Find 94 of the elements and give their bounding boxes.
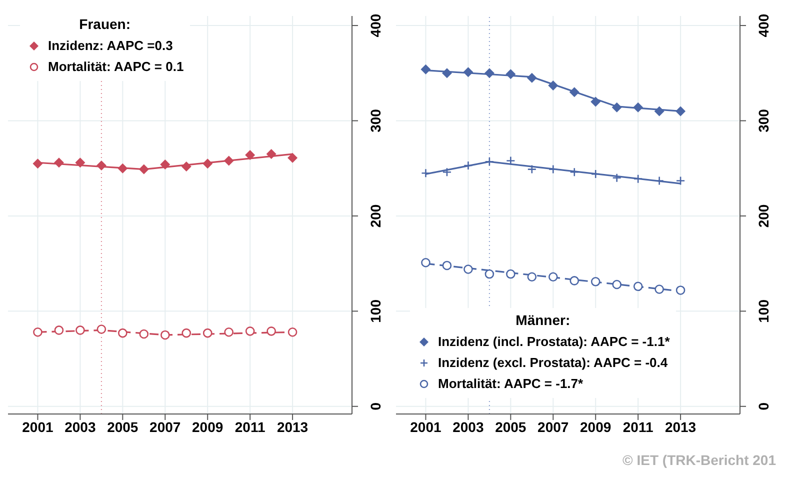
point	[570, 168, 580, 177]
legend-label: Mortalität: AAPC = 0.1	[48, 59, 184, 74]
y-tick-label: 100	[755, 299, 772, 323]
point	[548, 272, 558, 282]
x-tick-label: 2001	[22, 418, 54, 435]
point	[442, 68, 452, 78]
point	[54, 158, 64, 168]
point	[160, 160, 170, 170]
point	[654, 106, 664, 116]
y-tick-label: 300	[367, 108, 384, 132]
point	[96, 160, 106, 170]
point	[633, 282, 643, 292]
point	[54, 326, 64, 335]
point	[160, 330, 170, 340]
x-tick-label: 2013	[664, 418, 696, 435]
point	[484, 157, 494, 166]
point	[633, 102, 644, 112]
y-tick-label: 100	[367, 299, 384, 323]
x-tick-label: 2005	[107, 418, 138, 435]
point	[182, 328, 192, 338]
point	[548, 164, 558, 174]
y-tick-label: 200	[367, 204, 384, 228]
point	[139, 329, 149, 339]
x-tick-label: 2009	[192, 418, 224, 435]
point	[612, 280, 622, 290]
point	[590, 169, 600, 179]
y-tick-label: 0	[755, 402, 772, 410]
point	[442, 260, 452, 270]
y-tick-label: 300	[755, 108, 772, 132]
point	[506, 69, 516, 80]
point	[570, 276, 580, 286]
legend-title: Frauen:	[78, 16, 132, 32]
point	[442, 168, 452, 177]
point	[464, 264, 473, 274]
x-tick-label: 2011	[622, 418, 654, 435]
point	[118, 328, 128, 338]
x-tick-label: 2011	[234, 418, 266, 435]
point	[421, 258, 430, 268]
point	[464, 160, 473, 170]
point	[266, 149, 276, 160]
point	[506, 156, 516, 166]
legend-label: Mortalität: AAPC = -1.7*	[438, 376, 584, 391]
y-tick-label: 200	[755, 204, 772, 228]
x-tick-label: 2013	[276, 418, 308, 435]
point	[676, 286, 686, 295]
point	[288, 152, 298, 163]
point	[32, 158, 43, 169]
point	[526, 72, 537, 83]
point	[506, 269, 516, 279]
point	[590, 96, 601, 107]
x-tick-label: 2007	[538, 418, 569, 435]
point	[202, 328, 212, 338]
point	[245, 150, 256, 160]
x-tick-label: 2003	[64, 418, 96, 435]
point	[420, 64, 431, 74]
x-tick-label: 2005	[495, 418, 526, 435]
point	[633, 174, 643, 184]
point	[245, 326, 255, 336]
point	[202, 158, 213, 169]
point	[288, 327, 298, 337]
legend-label: Inzidenz (incl. Prostata): AAPC = -1.1*	[438, 334, 670, 349]
point	[654, 284, 664, 294]
point	[224, 156, 234, 166]
point	[96, 324, 106, 334]
y-tick-label: 400	[755, 14, 772, 38]
point	[676, 106, 686, 116]
y-tick-label: 0	[367, 402, 384, 410]
point	[76, 326, 85, 335]
text: © IET (TRK-Bericht 201	[622, 452, 776, 468]
legend-label: Inzidenz (excl. Prostata): AAPC = -0.4	[438, 355, 668, 370]
point	[484, 68, 494, 78]
point	[266, 326, 276, 336]
point	[548, 80, 558, 91]
point	[527, 164, 537, 174]
y-tick-label: 400	[367, 14, 384, 38]
point	[33, 327, 42, 337]
point	[75, 158, 86, 168]
point	[181, 161, 192, 172]
point	[463, 67, 474, 78]
point	[612, 173, 622, 183]
point	[138, 164, 149, 174]
legend-label: Inzidenz: AAPC =0.3	[48, 38, 173, 53]
point	[484, 269, 494, 279]
x-tick-label: 2007	[150, 418, 181, 435]
x-tick-label: 2001	[410, 418, 442, 435]
point	[590, 277, 600, 286]
point	[224, 327, 234, 337]
x-tick-label: 2003	[452, 418, 484, 435]
x-tick-label: 2009	[580, 418, 612, 435]
legend-title: Männer:	[514, 312, 572, 328]
point	[569, 87, 580, 98]
point	[612, 102, 622, 112]
point	[118, 163, 128, 174]
point	[527, 272, 537, 282]
